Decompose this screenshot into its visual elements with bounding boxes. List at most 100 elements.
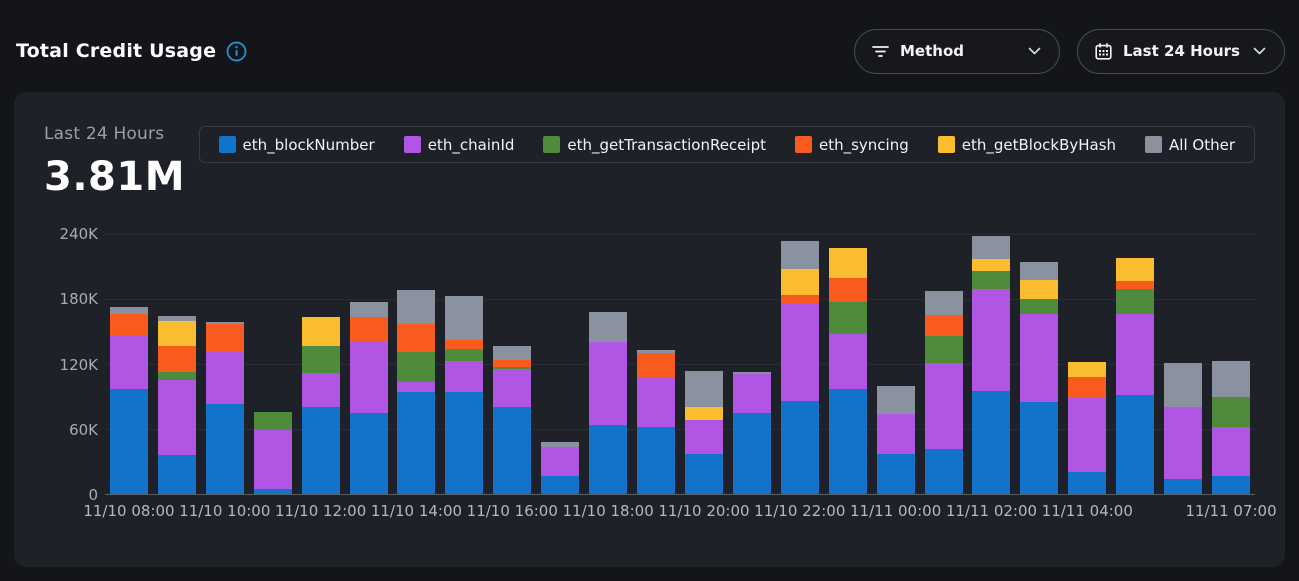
legend-item-eth-chainid[interactable]: eth_chainId bbox=[403, 135, 515, 154]
x-tick-label: 11/11 04:00 bbox=[1041, 502, 1133, 520]
x-tick-label: 11/11 07:00 bbox=[1185, 502, 1277, 520]
bar-segment bbox=[1068, 361, 1107, 378]
bar-11-10-13-00[interactable] bbox=[349, 234, 388, 494]
time-range-dropdown[interactable]: Last 24 Hours bbox=[1077, 28, 1285, 74]
method-filter-dropdown[interactable]: Method bbox=[854, 28, 1060, 74]
gridline bbox=[105, 364, 1255, 365]
bar-segment bbox=[972, 258, 1011, 271]
bar-11-10-20-00[interactable] bbox=[684, 234, 723, 494]
bar-11-10-22-00[interactable] bbox=[780, 234, 819, 494]
bar-segment bbox=[780, 294, 819, 304]
bar-segment bbox=[589, 342, 628, 425]
bar-11-10-14-00[interactable] bbox=[397, 234, 436, 494]
y-tick-label: 240K bbox=[59, 225, 98, 243]
bar-segment bbox=[876, 385, 915, 414]
bar-segment bbox=[541, 442, 580, 448]
legend-label: eth_chainId bbox=[427, 135, 515, 154]
bar-segment bbox=[589, 312, 628, 343]
bar-segment bbox=[1164, 362, 1203, 408]
x-tick-label: 11/10 16:00 bbox=[466, 502, 558, 520]
bar-segment bbox=[349, 341, 388, 413]
bar-segment bbox=[589, 424, 628, 494]
bar-11-10-12-00[interactable] bbox=[301, 234, 340, 494]
chevron-down-icon bbox=[1253, 47, 1266, 55]
bar-11-10-11-00[interactable] bbox=[253, 234, 292, 494]
bar-11-11-04-00[interactable] bbox=[1068, 234, 1107, 494]
legend-swatch bbox=[937, 136, 955, 153]
legend-item-eth-blocknumber[interactable]: eth_blockNumber bbox=[218, 135, 375, 154]
bar-segment bbox=[253, 488, 292, 494]
gridline bbox=[105, 429, 1255, 430]
bar-segment bbox=[493, 369, 532, 408]
bar-11-11-06-00[interactable] bbox=[1164, 234, 1203, 494]
bar-11-10-16-00[interactable] bbox=[493, 234, 532, 494]
bar-11-10-15-00[interactable] bbox=[445, 234, 484, 494]
bar-11-10-08-00[interactable] bbox=[109, 234, 148, 494]
bar-11-10-10-00[interactable] bbox=[205, 234, 244, 494]
bar-segment bbox=[972, 236, 1011, 259]
bar-segment bbox=[828, 248, 867, 279]
bar-segment bbox=[1164, 407, 1203, 479]
bar-11-11-02-00[interactable] bbox=[972, 234, 1011, 494]
plot-area bbox=[105, 234, 1255, 495]
bar-11-11-07-00[interactable] bbox=[1212, 234, 1251, 494]
x-tick-label: 11/11 00:00 bbox=[850, 502, 942, 520]
kpi-period-label: Last 24 Hours bbox=[44, 124, 165, 144]
bar-segment bbox=[445, 340, 484, 349]
filter-icon bbox=[872, 45, 889, 58]
info-icon[interactable] bbox=[226, 41, 247, 62]
bar-11-11-01-00[interactable] bbox=[924, 234, 963, 494]
bar-segment bbox=[445, 360, 484, 393]
chevron-down-icon bbox=[1028, 47, 1041, 55]
y-axis-labels: 0 60K 120K 180K 240K bbox=[44, 225, 98, 504]
bar-segment bbox=[301, 407, 340, 494]
bar-segment bbox=[493, 367, 532, 370]
legend-label: eth_getBlockByHash bbox=[961, 135, 1117, 154]
bar-11-11-00-00[interactable] bbox=[876, 234, 915, 494]
bar-segment bbox=[684, 453, 723, 494]
bar-segment bbox=[828, 388, 867, 494]
bar-segment bbox=[541, 475, 580, 494]
stacked-bar-chart: 0 60K 120K 180K 240K bbox=[44, 225, 1255, 504]
legend-label: eth_blockNumber bbox=[242, 135, 375, 154]
bar-segment bbox=[205, 352, 244, 405]
bar-segment bbox=[732, 371, 771, 374]
bar-segment bbox=[205, 321, 244, 324]
bar-segment bbox=[205, 323, 244, 353]
bar-11-10-17-00[interactable] bbox=[541, 234, 580, 494]
bar-11-10-19-00[interactable] bbox=[637, 234, 676, 494]
bar-11-10-18-00[interactable] bbox=[589, 234, 628, 494]
legend-swatch bbox=[218, 136, 236, 153]
bar-11-10-23-00[interactable] bbox=[828, 234, 867, 494]
bar-segment bbox=[1020, 262, 1059, 280]
bar-segment bbox=[397, 392, 436, 494]
credit-usage-card: Last 24 Hours 3.81M eth_blockNumber eth_c… bbox=[14, 92, 1285, 567]
legend-item-eth-getblockbyhash[interactable]: eth_getBlockByHash bbox=[937, 135, 1117, 154]
bar-segment bbox=[157, 371, 196, 381]
bar-11-10-21-00[interactable] bbox=[732, 234, 771, 494]
bar-segment bbox=[157, 320, 196, 346]
bar-segment bbox=[924, 362, 963, 449]
bar-segment bbox=[157, 380, 196, 455]
legend-item-eth-syncing[interactable]: eth_syncing bbox=[794, 136, 909, 154]
bar-segment bbox=[541, 447, 580, 476]
bar-segment bbox=[397, 323, 436, 353]
bar-11-11-03-00[interactable] bbox=[1020, 234, 1059, 494]
legend-swatch bbox=[1145, 136, 1163, 153]
legend-item-eth-gettransactionreceipt[interactable]: eth_getTransactionReceipt bbox=[543, 136, 766, 154]
bar-segment bbox=[637, 349, 676, 354]
bar-segment bbox=[828, 302, 867, 334]
x-axis-labels: 11/10 08:00 11/10 10:00 11/10 12:00 11/10 1… bbox=[83, 495, 1276, 525]
x-tick-label: 11/10 22:00 bbox=[754, 502, 846, 520]
bar-11-10-09-00[interactable] bbox=[157, 234, 196, 494]
bar-segment bbox=[1116, 257, 1155, 281]
bar-segment bbox=[876, 453, 915, 494]
bar-11-11-05-00[interactable] bbox=[1116, 234, 1155, 494]
x-tick-label: 11/10 10:00 bbox=[179, 502, 271, 520]
bar-segment bbox=[349, 317, 388, 342]
bar-segment bbox=[1212, 426, 1251, 476]
bar-segment bbox=[1068, 377, 1107, 398]
legend-item-all-other[interactable]: All Other bbox=[1145, 136, 1235, 154]
gridline bbox=[105, 234, 1255, 235]
bar-segment bbox=[109, 388, 148, 494]
